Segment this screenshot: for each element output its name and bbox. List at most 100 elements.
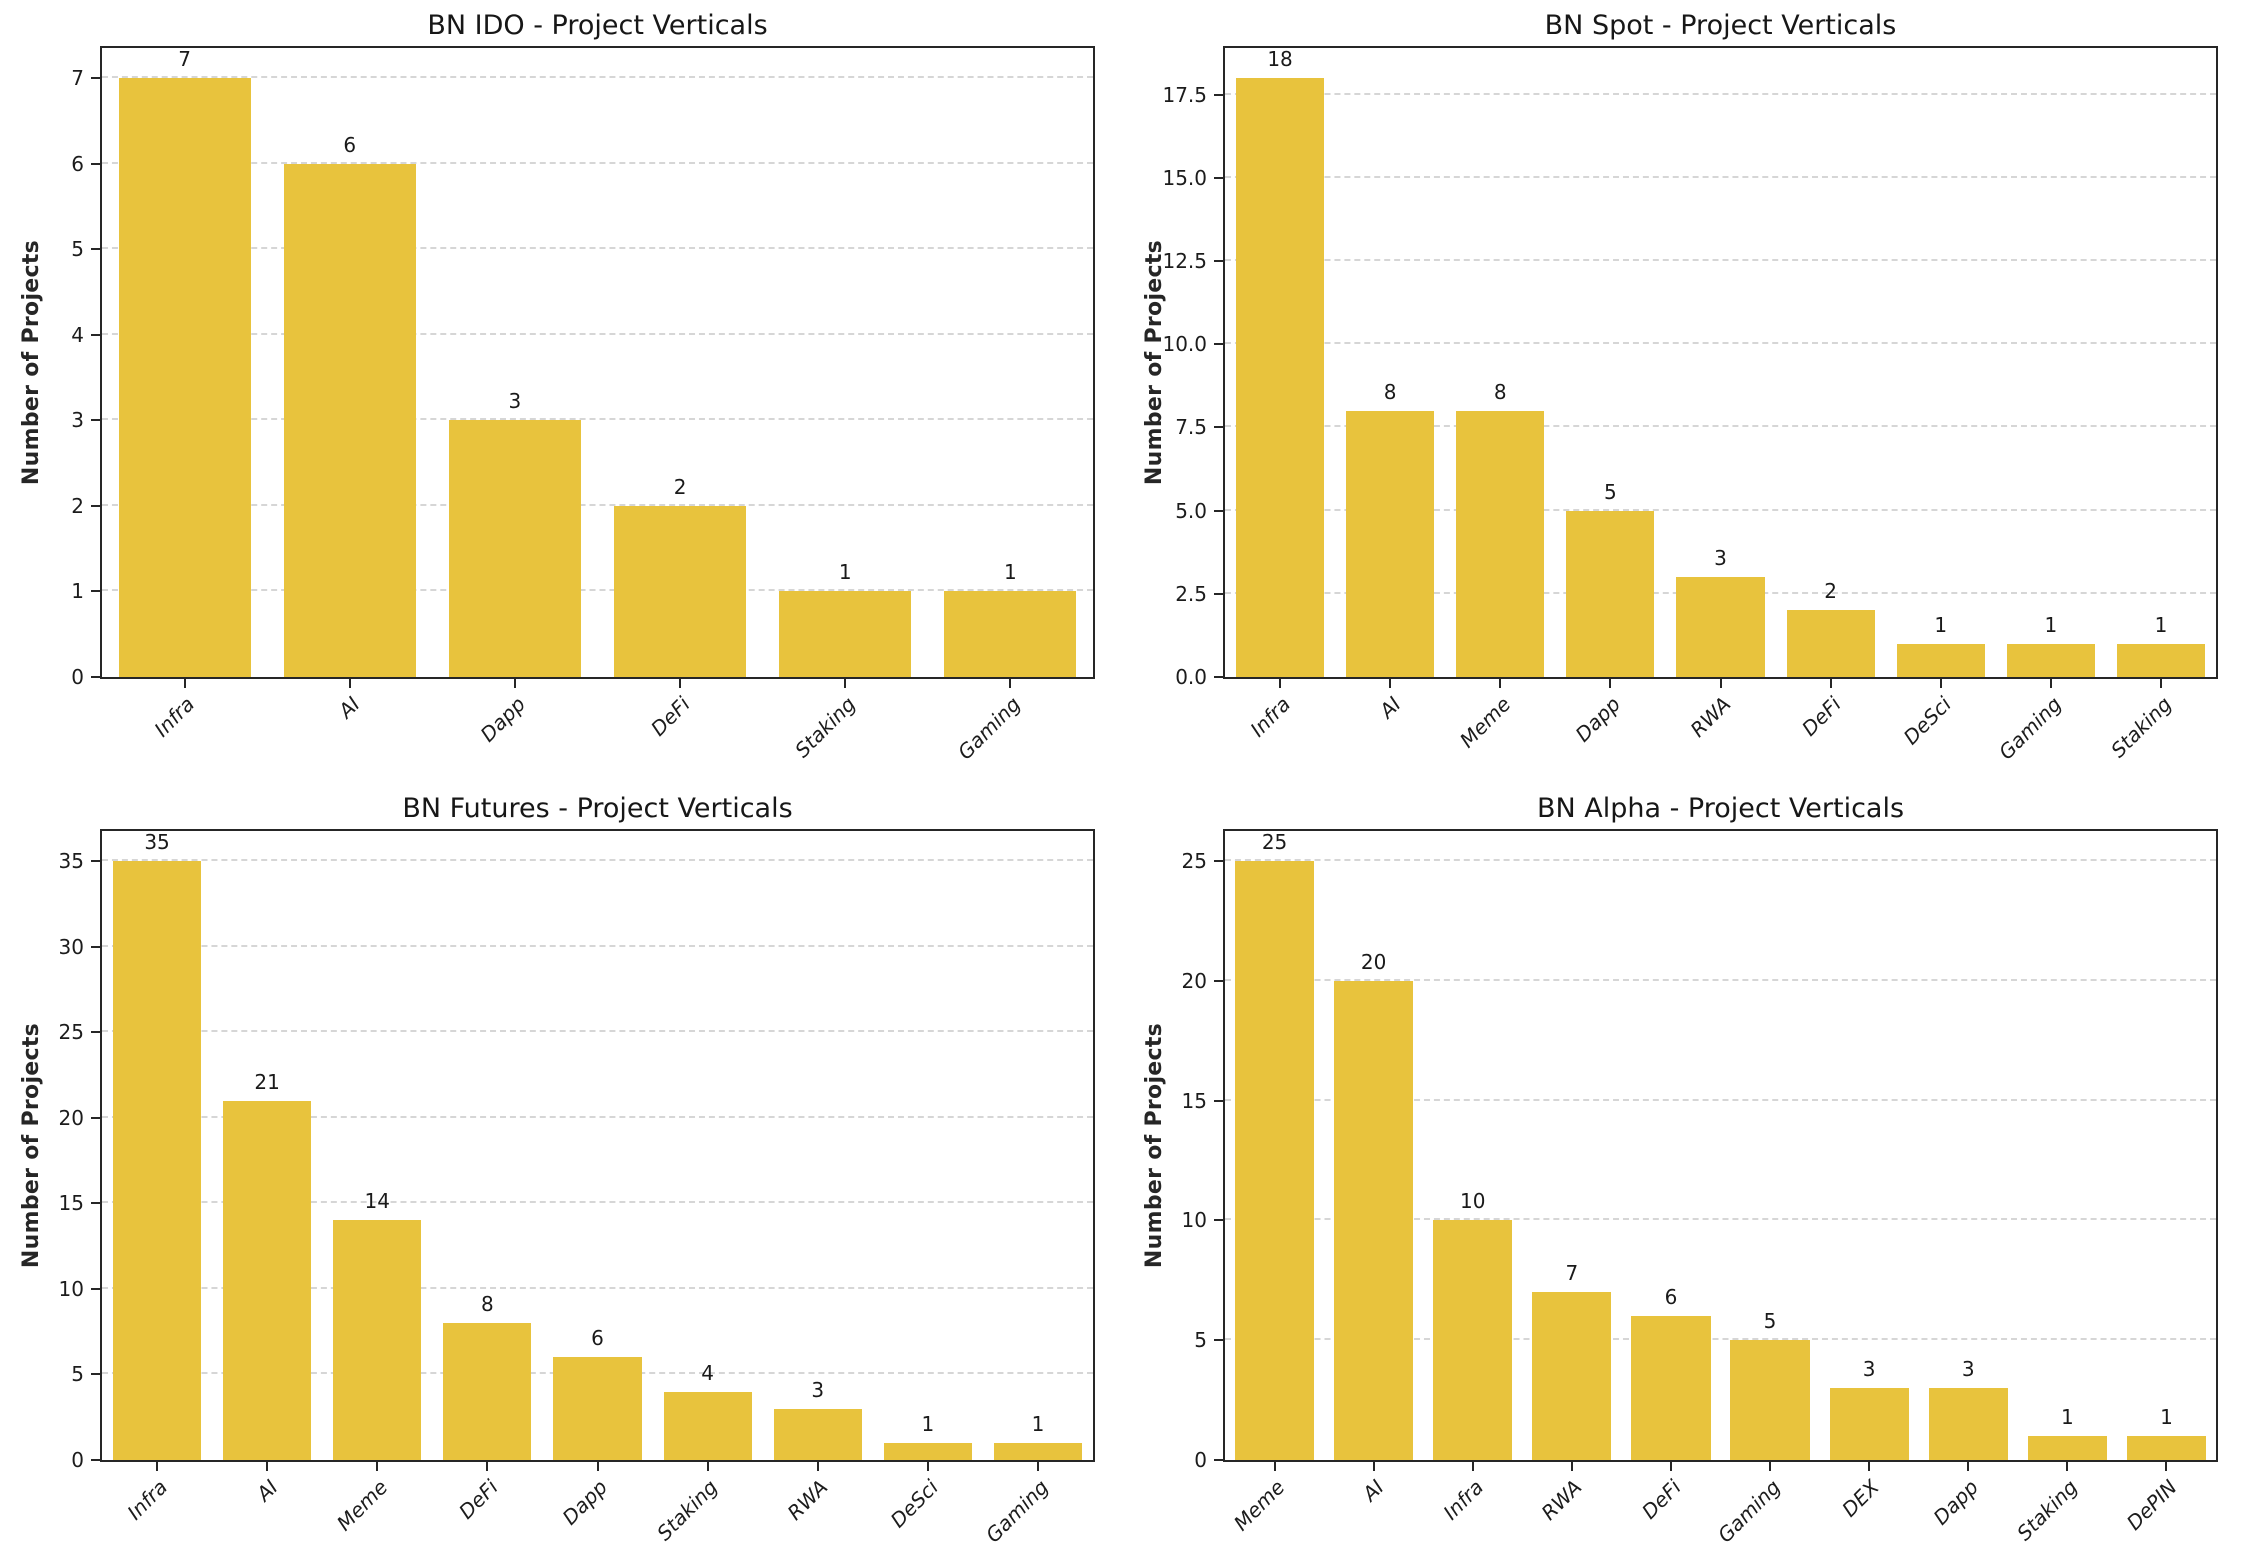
bar-value-label: 8 — [1383, 379, 1397, 404]
x-tick-label-text: DeFi — [646, 692, 696, 741]
y-tick-mark — [1214, 859, 1223, 862]
bar-value-label: 2 — [673, 474, 687, 499]
x-axis-labels: Meme AI Infra RWA DeFi Gaming DEX Dapp Staking De… — [1223, 1475, 2214, 1566]
gridline — [102, 75, 1093, 78]
x-axis-labels: Infra AI Dapp DeFi Staking Gaming — [100, 692, 1091, 783]
x-tick-mark — [1389, 679, 1392, 688]
x-tick-mark — [1669, 1462, 1672, 1471]
bar — [2126, 1436, 2207, 1460]
y-tick-mark — [91, 859, 100, 862]
y-tick-mark — [91, 1459, 100, 1461]
x-tick-mark — [1372, 1462, 1375, 1471]
y-tick-label: 0 — [1194, 1448, 1207, 1472]
chart-title: BN Spot - Project Verticals — [1544, 10, 1897, 41]
chart-title: BN Futures - Project Verticals — [402, 793, 793, 824]
bar-value-label: 6 — [343, 132, 357, 157]
chart-title: BN Alpha - Project Verticals — [1536, 793, 1905, 824]
y-axis-label: Number of Projects — [19, 239, 45, 486]
x-tick-mark — [266, 1462, 269, 1471]
gridline — [1225, 92, 2216, 95]
y-tick-mark — [91, 1116, 100, 1119]
bar-value-label: 1 — [2044, 612, 2058, 637]
x-tick-label-text: Gaming — [953, 692, 1026, 765]
x-tick-label-text: AI — [251, 1475, 283, 1506]
gridline — [102, 1115, 1093, 1118]
bar-value-label: 3 — [811, 1377, 825, 1402]
gridline — [1225, 508, 2216, 511]
bar — [223, 1100, 312, 1460]
bar — [1928, 1388, 2008, 1460]
gridline — [1225, 978, 2216, 981]
y-tick-mark — [1214, 260, 1223, 262]
x-tick-label-text: AI — [333, 692, 365, 723]
gridline — [1225, 425, 2216, 428]
bar — [1234, 860, 1315, 1460]
x-tick-label-text: RWA — [1685, 692, 1736, 742]
bar — [2116, 643, 2205, 677]
plot-area: 0 1 2 3 4 5 6 7 7 6 3 2 1 1 — [71, 46, 1095, 689]
x-tick-mark — [816, 1462, 819, 1471]
x-tick-mark — [1719, 679, 1722, 688]
x-tick-label-text: Infra — [1438, 1475, 1488, 1525]
x-tick-mark — [926, 1462, 929, 1471]
y-tick-label: 0 — [71, 1448, 84, 1472]
x-tick-mark — [844, 679, 847, 688]
bar-value-label: 1 — [1934, 612, 1948, 637]
bar — [779, 591, 912, 677]
x-tick-mark — [679, 679, 682, 688]
x-tick-mark — [376, 1462, 379, 1471]
y-tick-mark — [91, 1287, 100, 1290]
bar-value-label: 1 — [2060, 1405, 2074, 1430]
y-tick-mark — [1214, 1459, 1223, 1461]
bar — [443, 1323, 532, 1460]
gridline — [1225, 1338, 2216, 1341]
y-axis-label-wrap: Number of Projects — [1129, 829, 1181, 1462]
y-tick-mark — [1214, 343, 1223, 346]
x-tick-mark — [1609, 679, 1612, 688]
x-tick-label-text: Infra — [122, 1475, 173, 1525]
bar-value-label: 6 — [1664, 1285, 1678, 1310]
y-tick-label: 15 — [58, 1191, 84, 1216]
y-tick-mark — [91, 1373, 100, 1376]
bar-value-label: 18 — [1267, 46, 1293, 71]
bar-value-label: 3 — [1961, 1357, 1975, 1382]
y-tick-label: 5 — [1194, 1328, 1207, 1353]
gridline — [102, 247, 1093, 250]
bar-value-label: 7 — [178, 46, 191, 71]
y-tick-label: 0.0 — [1175, 665, 1207, 689]
x-tick-label-text: Infra — [149, 692, 200, 742]
chart-cell-bn-ido: BN IDO - Project Verticals Number of Pro… — [0, 0, 1123, 783]
x-tick-mark — [1009, 679, 1012, 688]
y-tick-mark — [91, 1202, 100, 1205]
bar-value-label: 5 — [1763, 1309, 1777, 1334]
y-tick-mark — [1214, 93, 1223, 96]
gridline — [102, 332, 1093, 335]
bar-value-label: 21 — [254, 1069, 280, 1094]
chart-cell-bn-futures: BN Futures - Project Verticals Number of… — [0, 783, 1123, 1566]
x-tick-mark — [486, 1462, 489, 1471]
y-tick-label: 10 — [1181, 1208, 1207, 1233]
bar-value-label: 1 — [2160, 1405, 2173, 1430]
x-tick-mark — [596, 1462, 599, 1471]
x-tick-mark — [156, 1462, 159, 1471]
x-tick-label-text: DeFi — [1637, 1475, 1686, 1524]
chart-title: BN IDO - Project Verticals — [427, 10, 768, 41]
y-tick-label: 25 — [1181, 848, 1207, 873]
bar-value-label: 35 — [144, 829, 170, 854]
x-tick-mark — [348, 679, 351, 688]
gridline — [102, 1201, 1093, 1204]
bar — [1786, 610, 1875, 677]
y-tick-mark — [1214, 1099, 1223, 1102]
y-tick-label: 7 — [71, 65, 84, 90]
x-tick-label-text: Dapp — [557, 1475, 613, 1530]
y-axis-label: Number of Projects — [1142, 1022, 1168, 1269]
bar-value-label: 3 — [508, 389, 522, 414]
x-tick-label-text: RWA — [782, 1475, 833, 1525]
y-tick-mark — [1214, 176, 1223, 179]
gridline — [102, 858, 1093, 861]
bar — [1676, 577, 1765, 677]
bar — [113, 860, 202, 1460]
bar — [1566, 510, 1655, 677]
x-tick-mark — [1036, 1462, 1039, 1471]
x-tick-mark — [513, 679, 516, 688]
